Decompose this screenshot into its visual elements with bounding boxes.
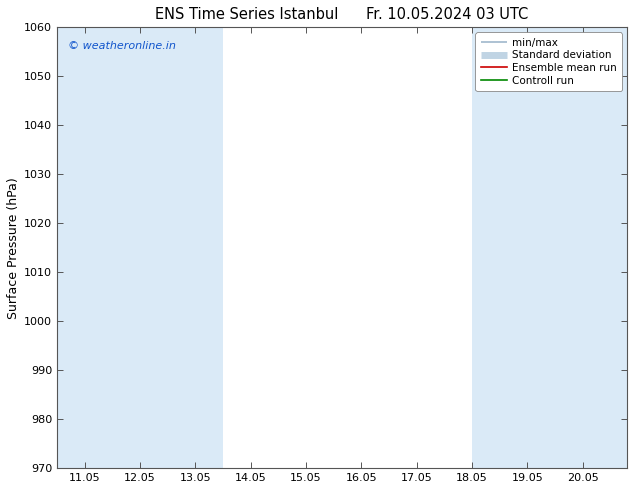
Bar (583, 27, 627, 468)
Y-axis label: Surface Pressure (hPa): Surface Pressure (hPa) (7, 177, 20, 318)
Legend: min/max, Standard deviation, Ensemble mean run, Controll run: min/max, Standard deviation, Ensemble me… (476, 32, 622, 91)
Bar (112, 27, 168, 468)
Bar (168, 27, 223, 468)
Bar (57, 27, 112, 468)
Bar (527, 27, 583, 468)
Bar (472, 27, 527, 468)
Text: © weatheronline.in: © weatheronline.in (68, 41, 176, 50)
Title: ENS Time Series Istanbul      Fr. 10.05.2024 03 UTC: ENS Time Series Istanbul Fr. 10.05.2024 … (155, 7, 529, 22)
